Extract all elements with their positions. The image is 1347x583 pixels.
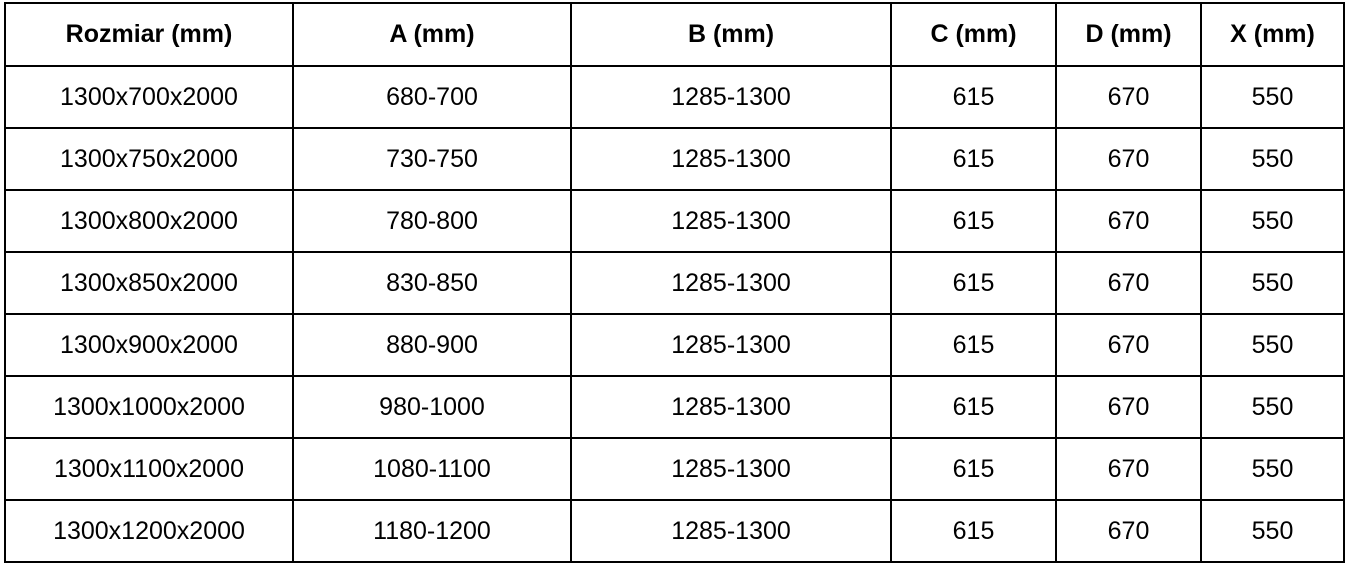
cell-size: 1300x800x2000 — [4, 189, 294, 253]
cell-x: 550 — [1200, 65, 1345, 129]
cell-b: 1285-1300 — [570, 437, 892, 501]
cell-size: 1300x850x2000 — [4, 251, 294, 315]
cell-b: 1285-1300 — [570, 375, 892, 439]
cell-b: 1285-1300 — [570, 189, 892, 253]
cell-d: 670 — [1055, 499, 1202, 563]
header-a: A (mm) — [292, 2, 572, 67]
cell-d: 670 — [1055, 65, 1202, 129]
cell-b: 1285-1300 — [570, 127, 892, 191]
cell-c: 615 — [890, 375, 1057, 439]
cell-size: 1300x1200x2000 — [4, 499, 294, 563]
cell-c: 615 — [890, 499, 1057, 563]
cell-d: 670 — [1055, 251, 1202, 315]
cell-d: 670 — [1055, 375, 1202, 439]
cell-x: 550 — [1200, 437, 1345, 501]
table-row: 1300x900x2000 880-900 1285-1300 615 670 550 — [4, 313, 1345, 377]
cell-x: 550 — [1200, 251, 1345, 315]
cell-size: 1300x700x2000 — [4, 65, 294, 129]
cell-a: 1080-1100 — [292, 437, 572, 501]
table-row: 1300x1100x2000 1080-1100 1285-1300 615 670 55… — [4, 437, 1345, 501]
header-size: Rozmiar (mm) — [4, 2, 294, 67]
table-row: 1300x800x2000 780-800 1285-1300 615 670 550 — [4, 189, 1345, 253]
cell-d: 670 — [1055, 189, 1202, 253]
cell-a: 780-800 — [292, 189, 572, 253]
cell-a: 980-1000 — [292, 375, 572, 439]
cell-x: 550 — [1200, 499, 1345, 563]
cell-x: 550 — [1200, 375, 1345, 439]
header-b: B (mm) — [570, 2, 892, 67]
header-d: D (mm) — [1055, 2, 1202, 67]
cell-x: 550 — [1200, 313, 1345, 377]
table-row: 1300x700x2000 680-700 1285-1300 615 670 550 — [4, 65, 1345, 129]
header-row: Rozmiar (mm) A (mm) B (mm) C (mm) D (mm)… — [4, 2, 1345, 67]
cell-size: 1300x900x2000 — [4, 313, 294, 377]
cell-x: 550 — [1200, 127, 1345, 191]
cell-b: 1285-1300 — [570, 499, 892, 563]
cell-d: 670 — [1055, 313, 1202, 377]
cell-x: 550 — [1200, 189, 1345, 253]
cell-size: 1300x1100x2000 — [4, 437, 294, 501]
cell-a: 880-900 — [292, 313, 572, 377]
cell-c: 615 — [890, 313, 1057, 377]
cell-b: 1285-1300 — [570, 313, 892, 377]
cell-size: 1300x750x2000 — [4, 127, 294, 191]
cell-b: 1285-1300 — [570, 65, 892, 129]
cell-c: 615 — [890, 437, 1057, 501]
cell-c: 615 — [890, 127, 1057, 191]
table-row: 1300x850x2000 830-850 1285-1300 615 670 550 — [4, 251, 1345, 315]
cell-c: 615 — [890, 251, 1057, 315]
header-c: C (mm) — [890, 2, 1057, 67]
cell-d: 670 — [1055, 437, 1202, 501]
cell-a: 830-850 — [292, 251, 572, 315]
table-row: 1300x1000x2000 980-1000 1285-1300 615 670 550 — [4, 375, 1345, 439]
cell-a: 680-700 — [292, 65, 572, 129]
cell-b: 1285-1300 — [570, 251, 892, 315]
cell-d: 670 — [1055, 127, 1202, 191]
table-row: 1300x750x2000 730-750 1285-1300 615 670 550 — [4, 127, 1345, 191]
header-x: X (mm) — [1200, 2, 1345, 67]
cell-a: 730-750 — [292, 127, 572, 191]
cell-c: 615 — [890, 65, 1057, 129]
table-row: 1300x1200x2000 1180-1200 1285-1300 615 670 55… — [4, 499, 1345, 563]
cell-size: 1300x1000x2000 — [4, 375, 294, 439]
cell-c: 615 — [890, 189, 1057, 253]
cell-a: 1180-1200 — [292, 499, 572, 563]
dimensions-table: Rozmiar (mm) A (mm) B (mm) C (mm) D (mm)… — [4, 2, 1345, 563]
